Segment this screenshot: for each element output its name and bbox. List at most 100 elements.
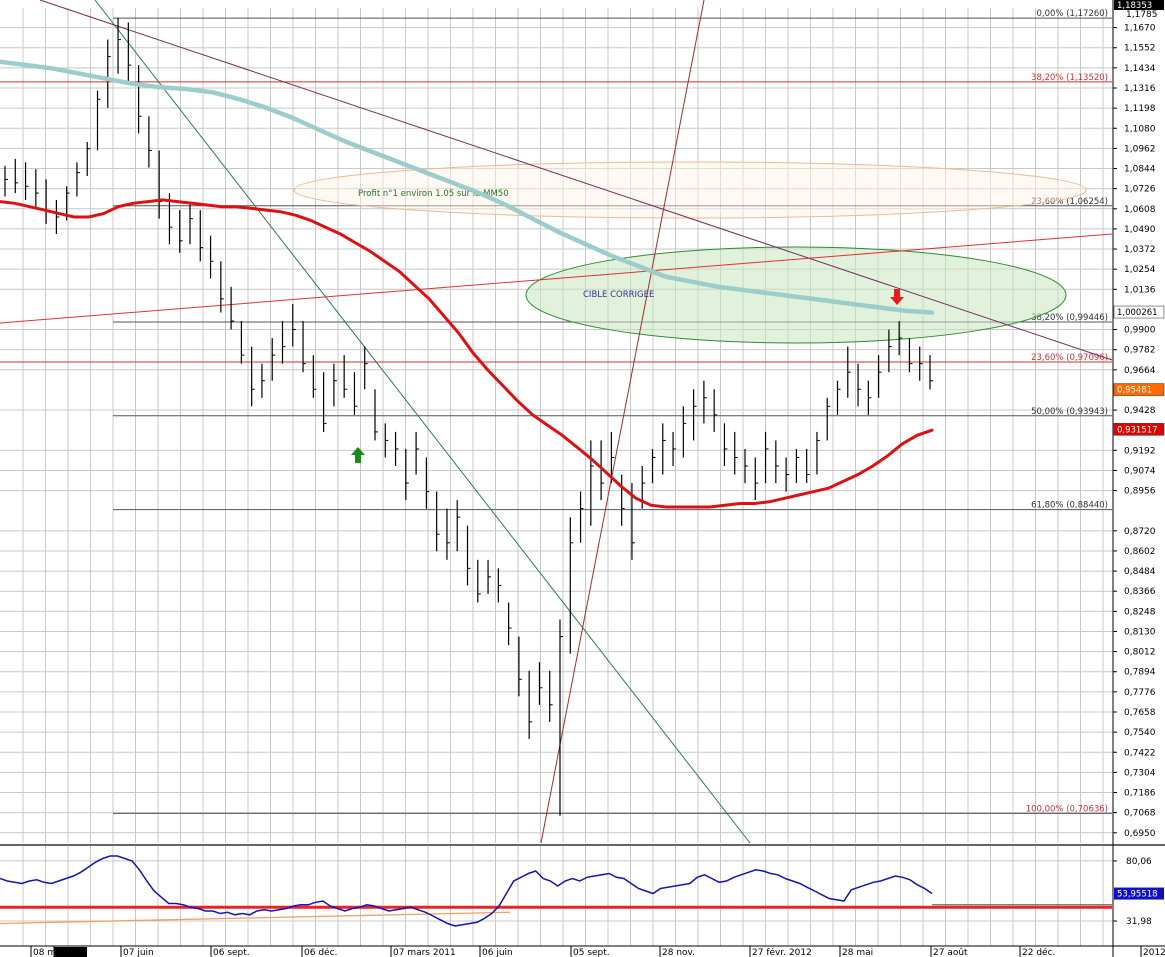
ohlc-bar — [610, 431, 615, 484]
time-tick-label: 28 mai — [842, 948, 873, 957]
ohlc-bar — [220, 261, 224, 313]
price-badge — [1113, 423, 1165, 436]
price-tick-label: 1,1316 — [1124, 84, 1156, 94]
ohlc-bar — [703, 380, 707, 424]
red-down-arrow — [890, 289, 904, 305]
fib-label: 38,20% (0,99446) — [1031, 313, 1108, 323]
time-tick-label: 05 sept. — [573, 948, 610, 957]
ohlc-bar — [312, 355, 317, 398]
fib-label: 0,00% (1,17260) — [1037, 9, 1109, 19]
ohlc-bar — [528, 670, 533, 739]
ohlc-bar — [888, 329, 892, 373]
price-tick-label: 0,8956 — [1124, 487, 1156, 497]
price-tick-label: 0,7068 — [1124, 809, 1156, 819]
price-tick-label: 0,8012 — [1124, 648, 1156, 658]
price-tick-label: 1,0372 — [1124, 245, 1156, 255]
ohlc-bar — [713, 389, 718, 432]
annotation-target: CIBLE CORRIGEE — [583, 290, 654, 300]
price-tick-label: 1,1552 — [1124, 44, 1156, 54]
price-tick-label: 0,8720 — [1124, 527, 1156, 537]
indicator-line — [0, 855, 933, 927]
ohlc-bar — [826, 397, 831, 441]
indicator-badge — [1114, 887, 1164, 900]
green-up-arrow — [351, 447, 365, 463]
price-tick-label: 1,0136 — [1124, 285, 1156, 295]
top-price-badge-label: 1,18353 — [1117, 1, 1152, 11]
ohlc-bar — [353, 372, 358, 415]
ohlc-bar — [292, 303, 296, 347]
ohlc-bar — [24, 162, 29, 200]
price-tick-label: 0,7658 — [1124, 708, 1156, 718]
ohlc-bar — [816, 431, 820, 475]
ohlc-bar — [96, 90, 101, 151]
ohlc-bar — [14, 158, 19, 194]
ohlc-bar — [806, 448, 810, 484]
price-tick-label: 1,0726 — [1124, 185, 1156, 195]
price-tick-label: 0,9782 — [1124, 346, 1156, 356]
ohlc-bar — [672, 431, 677, 467]
ohlc-bar — [466, 525, 471, 586]
price-tick-label: 1,0962 — [1124, 144, 1156, 154]
price-tick-label: 1,0844 — [1124, 165, 1156, 175]
ohlc-bar — [600, 440, 605, 501]
price-tick-label: 1,0608 — [1124, 205, 1156, 215]
time-tick-label: 06 déc. — [304, 947, 337, 957]
price-tick-label: 0,9074 — [1124, 466, 1156, 476]
annotation-profit: Profit n°1 environ 1.05 sur la MM50 — [358, 189, 509, 199]
fib-label: 23,60% (1,06254) — [1031, 197, 1108, 207]
price-tick-label: 1,0254 — [1124, 265, 1156, 275]
price-badge — [1113, 305, 1165, 319]
ohlc-bar — [764, 431, 769, 484]
ohlc-bar — [867, 380, 872, 415]
steep-trend-line — [540, 0, 705, 844]
ohlc-bar — [487, 559, 492, 594]
fast-moving-average — [0, 198, 934, 509]
price-tick-label: 0,9428 — [1124, 406, 1156, 416]
price-badge: 0,931517 — [1113, 423, 1165, 436]
ohlc-bar — [333, 363, 337, 407]
ohlc-bar — [302, 321, 307, 373]
ohlc-bar — [405, 448, 409, 501]
ohlc-bar — [559, 619, 563, 816]
ohlc-bar — [230, 286, 235, 330]
ohlc-bar — [148, 116, 152, 168]
indicator-badge-label: 53,95518 — [1117, 890, 1158, 900]
ohlc-bar — [590, 440, 594, 526]
time-tick-label: 22 déc. — [1022, 947, 1055, 957]
ohlc-bar — [281, 321, 286, 364]
fib-label: 23,60% (0,97096) — [1031, 353, 1108, 363]
ohlc-bar — [199, 210, 204, 262]
ohlc-bar — [477, 559, 481, 603]
price-tick-label: 0,8602 — [1124, 547, 1156, 557]
ohlc-bar — [86, 141, 91, 177]
price-tick-label: 0,8366 — [1124, 587, 1156, 597]
price-tick-label: 0,9664 — [1124, 366, 1156, 376]
ohlc-bar — [785, 457, 790, 492]
ohlc-bar — [754, 457, 759, 501]
ohlc-bar — [734, 431, 738, 475]
price-tick-label: 0,8130 — [1124, 627, 1156, 637]
price-tick-label: 1,1670 — [1124, 24, 1156, 34]
ohlc-bar — [76, 162, 80, 197]
price-tick-label: 0,9900 — [1124, 326, 1156, 336]
time-tick-label: 07 mars 2011 — [393, 948, 456, 957]
indicator-trendline — [0, 911, 511, 925]
time-tick-label: 08 m — [33, 948, 56, 957]
ohlc-bar — [35, 169, 39, 207]
ohlc-bar — [929, 355, 933, 390]
time-tick-label: 06 juin — [482, 948, 513, 957]
ohlc-bar — [179, 210, 183, 253]
price-badge-label: 1,000261 — [1117, 308, 1158, 318]
ohlc-bar — [775, 440, 779, 484]
price-tick-label: 0,7540 — [1124, 728, 1156, 738]
ohlc-bar — [836, 380, 841, 415]
price-tick-label: 0,8248 — [1124, 607, 1156, 617]
price-tick-label: 1,0490 — [1124, 225, 1156, 235]
fib-label: 100,00% (0,70636) — [1026, 804, 1108, 814]
fib-label: 50,00% (0,93943) — [1031, 407, 1108, 417]
fib-label: 38,20% (1,13520) — [1031, 73, 1108, 83]
ohlc-bar — [723, 423, 728, 467]
time-tick-label: 06 sept. — [213, 948, 250, 957]
